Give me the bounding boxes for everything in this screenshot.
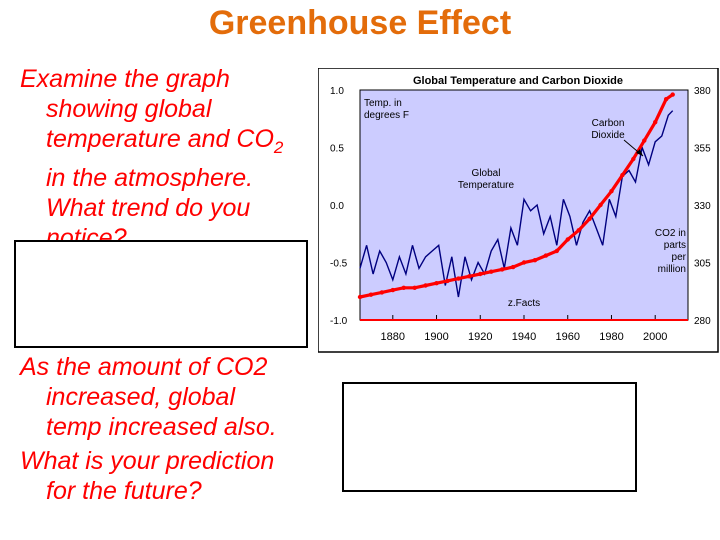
- temperature-co2-chart: Global Temperature and Carbon Dioxide 1.…: [318, 68, 719, 353]
- plot-area: [359, 89, 689, 321]
- co2-point: [434, 281, 439, 286]
- right-axis-label: CO2 in parts per million: [655, 228, 687, 275]
- co2-point: [467, 274, 472, 279]
- co2-point: [565, 237, 570, 242]
- x-axis: 1880 1900 1920 1940 1960 1980 2000: [381, 315, 667, 343]
- co2-point: [554, 248, 559, 254]
- co2-point: [521, 260, 527, 265]
- right-axis-label-line: parts: [664, 240, 686, 251]
- x-tick-label: 1980: [599, 331, 623, 343]
- question-1-line: Examine the graph: [20, 65, 230, 93]
- co2-point: [390, 287, 395, 293]
- co2-markers: [357, 92, 675, 300]
- left-tick-label: -1.0: [330, 316, 348, 327]
- co2-point: [631, 156, 636, 162]
- right-axis-label-line: CO2 in: [655, 228, 686, 239]
- co2-point: [609, 189, 614, 194]
- x-tick-label: 1900: [424, 331, 448, 343]
- question-1-line: in the atmosphere.: [46, 164, 254, 192]
- carbon-label-line: Carbon: [592, 118, 625, 129]
- answer-box-1[interactable]: [14, 240, 308, 348]
- right-tick-label: 280: [694, 316, 711, 327]
- co2-point: [642, 138, 647, 143]
- left-axis: 1.0 0.5 0.0 -0.5 -1.0: [330, 86, 348, 327]
- slide-title: Greenhouse Effect: [208, 4, 512, 42]
- right-tick-label: 380: [694, 86, 711, 97]
- co2-point: [532, 258, 538, 263]
- left-tick-label: 1.0: [330, 86, 344, 97]
- right-axis-label-line: million: [658, 264, 686, 275]
- co2-point: [598, 202, 603, 208]
- right-tick-label: 305: [694, 259, 711, 270]
- global-label-line: Temperature: [458, 180, 515, 191]
- co2-point: [412, 285, 417, 290]
- co2-point: [510, 264, 516, 270]
- left-tick-label: 0.0: [330, 201, 344, 212]
- co2-point: [379, 290, 385, 295]
- co2-point: [423, 283, 428, 288]
- co2-point: [670, 92, 675, 97]
- answer-line: increased, global: [46, 383, 236, 411]
- x-tick-label: 1940: [512, 331, 536, 343]
- carbon-label-line: Dioxide: [591, 130, 625, 141]
- co2-point: [620, 172, 625, 178]
- right-axis-label-line: per: [672, 252, 687, 263]
- global-temperature-label: Global Temperature: [458, 168, 515, 191]
- left-axis-label-line: Temp. in: [364, 98, 402, 109]
- co2-subscript: 2: [273, 138, 284, 157]
- co2-point: [368, 292, 374, 297]
- x-tick-label: 2000: [643, 331, 667, 343]
- x-tick-label: 1960: [555, 331, 579, 343]
- question-2: What is your prediction for the future?: [20, 446, 320, 506]
- co2-point: [576, 228, 581, 233]
- x-tick-label: 1920: [468, 331, 492, 343]
- question-2-line: What is your prediction: [20, 447, 275, 475]
- co2-point: [456, 276, 461, 281]
- question-1-line: temperature and CO2: [20, 124, 320, 163]
- answer-line: As the amount of CO2: [20, 353, 268, 381]
- co2-point: [499, 267, 505, 272]
- co2-point: [543, 253, 549, 258]
- question-2-line: for the future?: [46, 477, 202, 505]
- right-tick-label: 355: [694, 144, 711, 155]
- co2-point: [445, 278, 450, 284]
- left-tick-label: 0.5: [330, 144, 344, 155]
- source-label: z.Facts: [508, 298, 540, 309]
- carbon-dioxide-label: Carbon Dioxide: [591, 118, 625, 141]
- answer-text: As the amount of CO2 increased, global t…: [20, 352, 320, 442]
- question-1-line: showing global: [46, 95, 212, 123]
- right-axis: 380 355 330 305 280: [694, 86, 711, 327]
- question-1-line: What trend do you: [46, 194, 251, 222]
- global-label-line: Global: [472, 168, 501, 179]
- co2-point: [401, 285, 406, 290]
- left-tick-label: -0.5: [330, 259, 348, 270]
- co2-point: [357, 294, 363, 300]
- left-axis-label: Temp. in degrees F: [364, 98, 409, 121]
- carbon-arrowhead: [636, 149, 643, 156]
- co2-text: temperature and CO: [46, 125, 274, 153]
- left-axis-label-line: degrees F: [364, 110, 409, 121]
- co2-point: [663, 97, 669, 102]
- right-tick-label: 330: [694, 201, 711, 212]
- question-1: Examine the graph showing global tempera…: [20, 64, 320, 253]
- answer-line: temp increased also.: [46, 413, 277, 441]
- x-tick-label: 1880: [381, 331, 405, 343]
- co2-point: [653, 120, 658, 125]
- co2-point: [489, 269, 494, 274]
- co2-point: [478, 271, 483, 277]
- answer-box-2[interactable]: [342, 382, 637, 492]
- chart-title: Global Temperature and Carbon Dioxide: [413, 75, 623, 87]
- co2-point: [587, 216, 592, 221]
